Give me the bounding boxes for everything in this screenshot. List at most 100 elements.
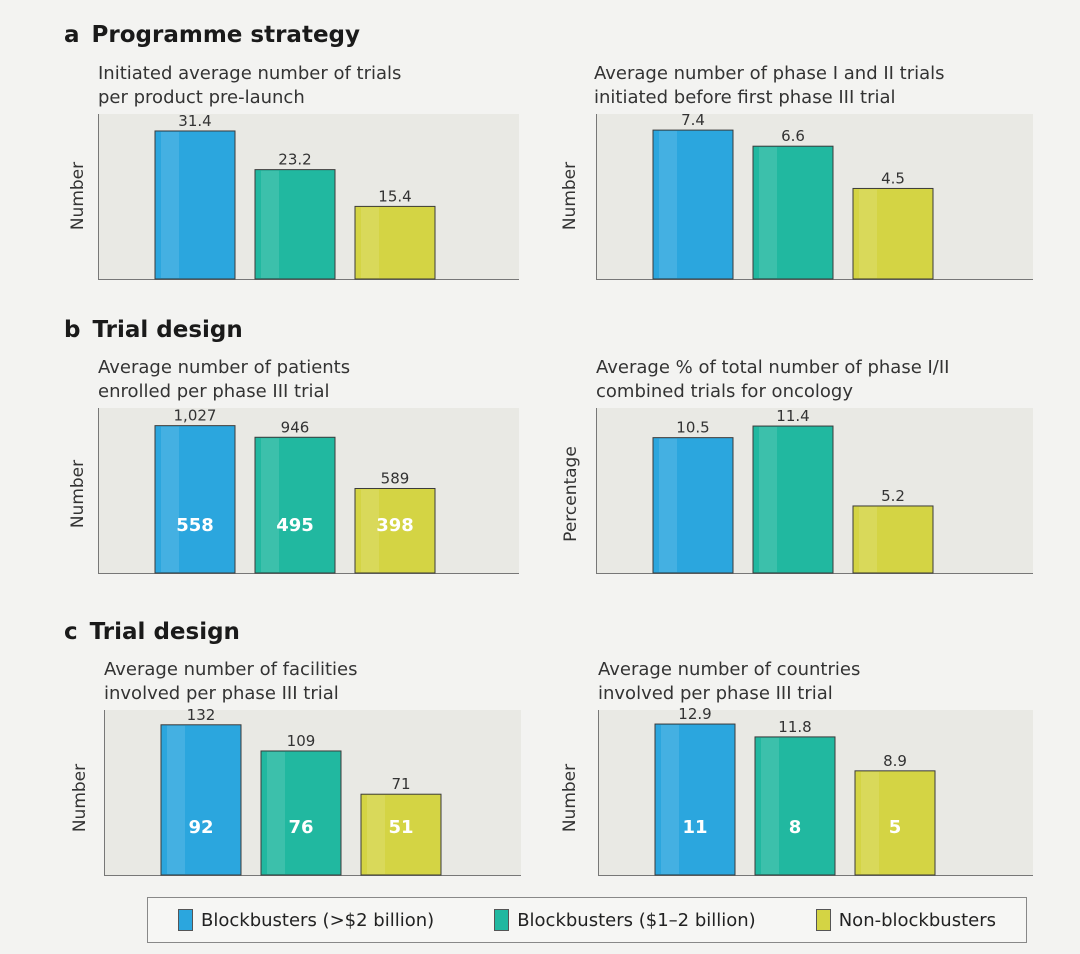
section-c-letter: c [64,619,78,645]
bar-2 [254,169,336,280]
y-axis-label: Number [560,763,580,833]
bar-3 [360,793,442,876]
bar-1 [652,437,734,574]
chart-title-line-1: Average % of total number of phase I/II [596,357,950,378]
chart-title: Average % of total number of phase I/II … [596,356,950,404]
bars-svg: 1,027 558 946 495 589 398 [154,407,436,574]
chart-trials-per-product: Initiated average number of trials per p… [68,62,519,282]
chart-title-line-1: Average number of facilities [104,659,358,680]
bar-inner-label: 51 [388,817,413,838]
chart-title-line-1: Initiated average number of trials [98,63,402,84]
legend: Blockbusters (>$2 billion) Blockbusters … [147,897,1027,943]
bar-2 [754,736,836,876]
bar-highlight [261,170,279,278]
bars-svg: 7.4 6.6 4.5 [652,111,934,280]
bar-highlight [267,751,285,874]
legend-label: Blockbusters (>$2 billion) [201,909,435,931]
bar-inner-label: 5 [889,817,902,838]
bar-highlight [361,207,379,278]
bar-inner-label: 398 [376,515,414,536]
bar-highlight [859,506,877,572]
section-c-heading: c Trial design [64,619,240,645]
bar-highlight [167,725,185,874]
bar-2 [260,750,342,876]
bars-svg: 12.9 11 11.8 8 8.9 5 [654,705,936,876]
bar-inner-label: 8 [789,817,802,838]
plot-area: 7.4 6.6 4.5 [596,111,1033,280]
section-b-letter: b [64,317,81,343]
bar-highlight [859,189,877,278]
chart-title: Average number of facilities involved pe… [104,658,357,706]
bar-1 [160,724,242,876]
plot-area: 31.4 23.2 15.4 [98,112,519,280]
bar-3 [852,505,934,574]
chart-title-line-1: Average number of phase I and II trials [594,63,945,84]
section-b-heading: b Trial design [64,317,243,343]
chart-title-line-2: initiated before first phase III trial [594,87,896,108]
bar-3 [354,487,436,574]
bars-svg: 31.4 23.2 15.4 [154,112,436,280]
y-axis-label: Percentage [561,446,581,542]
bars-svg: 10.5 11.4 5.2 [652,407,934,574]
bar-value-label: 4.5 [881,169,905,187]
bar-highlight [861,771,879,874]
section-a-letter: a [64,22,80,48]
bar-highlight [759,427,777,572]
bar-3 [354,205,436,280]
bar-value-label: 1,027 [174,407,217,425]
bar-highlight [367,795,385,874]
legend-item-blockbuster-gt2: Blockbusters (>$2 billion) [178,909,434,931]
y-axis-label: Number [68,161,88,231]
chart-oncology-phase-1-2-percentage: Average % of total number of phase I/II … [561,356,1033,576]
bar-value-label: 11.4 [776,407,809,425]
y-axis-label: Number [68,459,88,529]
section-a-title: Programme strategy [91,22,360,48]
chart-facilities-per-phase-3: Average number of facilities involved pe… [70,658,521,878]
bar-highlight [659,131,677,278]
bar-inner-label: 558 [176,515,214,536]
legend-label: Blockbusters ($1–2 billion) [517,909,756,931]
bar-value-label: 11.8 [778,718,811,736]
legend-swatch [178,909,194,931]
legend-item-non-blockbuster: Non-blockbusters [815,909,996,931]
bar-2 [254,436,336,574]
bar-highlight [161,426,179,572]
y-axis-label: Number [70,763,90,833]
bar-1 [154,130,236,280]
chart-patients-per-phase-3: Average number of patients enrolled per … [68,356,519,576]
bar-value-label: 5.2 [881,487,905,505]
bar-value-label: 10.5 [676,419,709,437]
chart-title-line-2: involved per phase III trial [598,683,833,704]
legend-item-blockbuster-1-2: Blockbusters ($1–2 billion) [494,909,756,931]
plot-area: 12.9 11 11.8 8 8.9 5 [598,705,1033,876]
bar-value-label: 132 [187,706,216,724]
chart-title-line-2: enrolled per phase III trial [98,381,330,402]
chart-title: Initiated average number of trials per p… [98,62,401,110]
bars-svg: 132 92 109 76 71 51 [160,706,442,876]
legend-label: Non-blockbusters [838,909,996,931]
bar-1 [154,425,236,574]
bar-highlight [261,438,279,572]
bar-value-label: 7.4 [681,111,705,129]
chart-title: Average number of countries involved per… [598,658,860,706]
plot-area: 10.5 11.4 5.2 [596,407,1033,574]
bar-highlight [659,438,677,572]
bar-inner-label: 11 [682,817,707,838]
bar-highlight [661,725,679,874]
bar-value-label: 109 [287,732,316,750]
bar-highlight [161,131,179,278]
bar-inner-label: 76 [288,817,313,838]
chart-title-line-2: combined trials for oncology [596,381,853,402]
chart-title-line-2: involved per phase III trial [104,683,339,704]
bar-highlight [761,737,779,874]
bar-value-label: 6.6 [781,127,805,145]
plot-area: 132 92 109 76 71 51 [104,706,521,876]
section-c-title: Trial design [89,619,240,645]
section-a-heading: a Programme strategy [64,22,360,48]
bar-value-label: 15.4 [378,187,411,205]
bar-value-label: 589 [381,469,410,487]
chart-title-line-1: Average number of countries [598,659,861,680]
bar-value-label: 71 [391,775,410,793]
bar-1 [654,723,736,876]
bar-value-label: 12.9 [678,705,711,723]
